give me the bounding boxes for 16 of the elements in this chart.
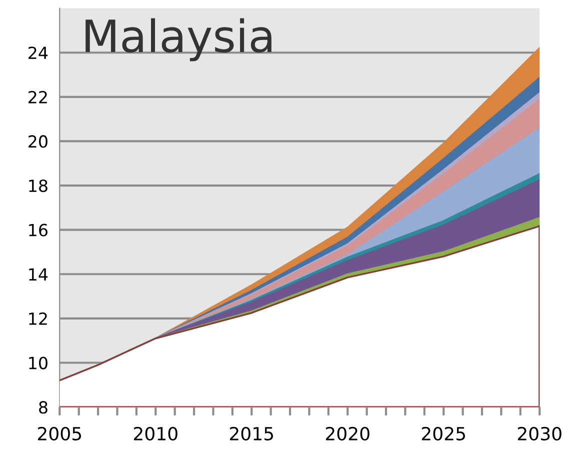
y-tick-label: 10 xyxy=(29,356,48,370)
x-tick-label: 2025 xyxy=(422,426,466,440)
y-tick-label: 24 xyxy=(28,46,48,59)
x-tick-label: 2020 xyxy=(326,426,370,440)
y-tick-label: 8 xyxy=(39,401,48,414)
y-tick-label: 20 xyxy=(28,135,48,148)
x-tick-label: 2005 xyxy=(38,426,82,440)
y-tick-label: 14 xyxy=(29,268,48,280)
y-tick-label: 18 xyxy=(29,179,48,192)
y-tick-label: 12 xyxy=(29,312,47,325)
x-tick-label: 2010 xyxy=(134,426,178,440)
y-tick-label: 16 xyxy=(29,224,48,236)
x-tick-label: 2030 xyxy=(518,426,562,440)
y-tick-label: 22 xyxy=(28,90,47,104)
chart-title: Malaysia xyxy=(86,18,272,62)
x-tick-label: 2015 xyxy=(230,426,274,440)
